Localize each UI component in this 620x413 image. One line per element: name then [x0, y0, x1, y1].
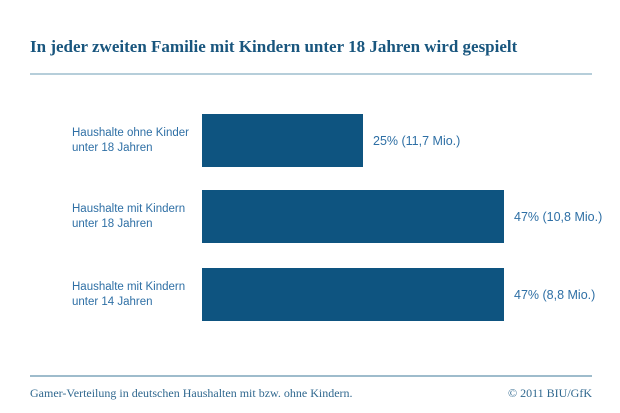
category-label-line: Haushalte ohne Kinder	[72, 126, 189, 139]
chart-row: Haushalte mit Kindern unter 14 Jahren 47…	[0, 268, 620, 321]
value-label: 25% (11,7 Mio.)	[373, 133, 461, 148]
copyright-label: © 2011 BIU/GfK	[508, 386, 592, 400]
footer-divider	[30, 375, 592, 377]
category-label: Haushalte mit Kindern unter 18 Jahren	[72, 202, 198, 232]
bar	[202, 190, 504, 243]
chart-title: In jeder zweiten Familie mit Kindern unt…	[30, 37, 518, 56]
category-label: Haushalte mit Kindern unter 14 Jahren	[72, 280, 198, 310]
category-label-line: unter 18 Jahren	[72, 217, 153, 230]
chart-row: Haushalte ohne Kinder unter 18 Jahren 25…	[0, 114, 620, 167]
category-label-line: unter 14 Jahren	[72, 295, 153, 308]
category-label-line: Haushalte mit Kindern	[72, 202, 186, 215]
bar	[202, 114, 363, 167]
category-label: Haushalte ohne Kinder unter 18 Jahren	[72, 126, 198, 156]
category-label-line: Haushalte mit Kindern	[72, 280, 186, 293]
category-label-line: unter 18 Jahren	[72, 141, 153, 154]
value-label: 47% (10,8 Mio.)	[514, 209, 603, 224]
value-label: 47% (8,8 Mio.)	[514, 287, 596, 302]
bar	[202, 268, 504, 321]
chart-row: Haushalte mit Kindern unter 18 Jahren 47…	[0, 190, 620, 243]
title-divider	[30, 73, 592, 75]
footer-caption: Gamer-Verteilung in deutschen Haushalten…	[30, 386, 353, 400]
